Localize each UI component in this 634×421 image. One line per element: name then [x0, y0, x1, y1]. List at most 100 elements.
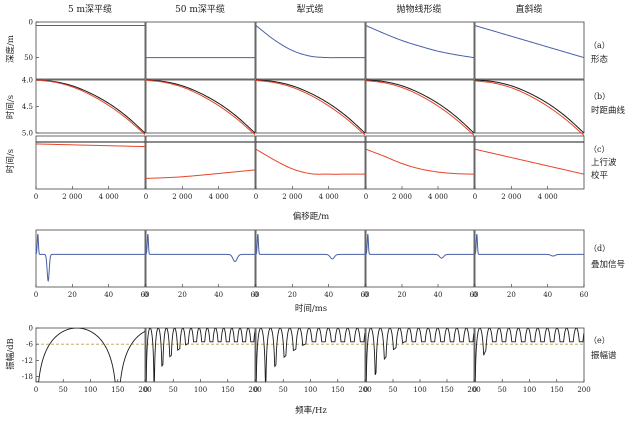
x-axis-labels: 偏移距/m 时间/ms 频率/Hz	[293, 211, 329, 416]
x-tick-label: 0	[144, 291, 148, 299]
row-c-name-1: 上行波	[591, 157, 617, 168]
amplitude-spectrum-4	[475, 328, 584, 382]
x-tick-label: 0	[144, 386, 148, 394]
ylabel-amplitude: 振幅/dB	[5, 338, 16, 370]
cable-shape-line-2	[255, 25, 365, 59]
amplitude-spectrum-3	[366, 328, 474, 382]
traveltime-black-0	[35, 79, 146, 134]
panel-frame-e-3	[365, 327, 475, 383]
panel-frame-d-3	[365, 229, 475, 288]
panel-frame-c-3	[365, 135, 475, 190]
x-tick-label: 4 000	[319, 193, 339, 201]
traveltime-red-1	[145, 79, 256, 136]
x-tick-label: 20	[68, 291, 77, 299]
x-tick-label: 60	[141, 291, 150, 299]
x-tick-label: 4 000	[209, 193, 229, 201]
x-tick-label: 4 000	[428, 193, 448, 201]
x-tick-label: 100	[84, 386, 97, 394]
x-tick-label: 0	[34, 386, 38, 394]
panel-frame-d-2	[255, 229, 366, 288]
row-d-stacked-signal: 0 20 40 600 20 40 600 20 40 600 20 40 600 20 40 60	[34, 229, 589, 299]
column-title-parabolic: 抛物线形缆	[396, 3, 441, 15]
xlabel-offset: 偏移距/m	[293, 211, 329, 222]
row-d-name: 叠加信号	[591, 259, 625, 270]
row-d-letter: （d）	[589, 244, 610, 253]
x-tick-label: 2 000	[282, 193, 302, 201]
x-tick-label: 50	[169, 386, 178, 394]
traveltime-black-1	[145, 79, 256, 134]
x-tick-label: 4 000	[538, 193, 558, 201]
column-title-slanted: 直斜缆	[515, 3, 542, 15]
panel-frame-e-1	[145, 327, 256, 383]
row-a-letter: （a）	[589, 41, 610, 50]
panel-frame-a-4	[474, 21, 585, 80]
cable-shape-line-4	[474, 25, 585, 59]
row-c-letter: （c）	[589, 145, 609, 154]
x-tick-label: 100	[304, 386, 317, 394]
cable-shape-line-3	[365, 25, 475, 59]
stacked-signal-0	[35, 233, 145, 283]
stacked-signal-4	[474, 233, 584, 257]
x-tick-label: 50	[498, 386, 507, 394]
panel-frame-b-2	[255, 79, 366, 134]
panel-frame-c-1	[145, 135, 256, 190]
row-annotations: （a） 形态 （b） 时距曲线 （c） 上行波 校平 （d） 叠加信号 （e） …	[589, 41, 626, 361]
panel-frame-d-4	[474, 229, 585, 288]
x-tick-label: 100	[413, 386, 426, 394]
panel-frame-b-1	[145, 79, 256, 134]
x-tick-label: 60	[580, 291, 589, 299]
panel-frame-d-0	[35, 229, 146, 288]
x-tick-label: 20	[398, 291, 407, 299]
flattened-red-4	[474, 148, 585, 175]
panel-frame-e-4	[474, 327, 585, 383]
x-tick-label: 100	[523, 386, 536, 394]
panel-frame-c-2	[255, 135, 366, 190]
traveltime-red-0	[35, 79, 146, 135]
x-tick-label: 0	[473, 386, 477, 394]
panel-frame-e-0	[35, 327, 146, 383]
row-c-flattened: 0 2 000 4 000 0 2 000 4 000 0 2 000 4 000 0 2 000 4…	[34, 135, 585, 201]
stacked-signal-3	[365, 233, 474, 259]
x-tick-label: 40	[104, 291, 113, 299]
row-c-name-2: 校平	[591, 170, 609, 181]
flattened-red-3	[365, 148, 475, 175]
flattened-red-0	[35, 143, 146, 148]
traveltime-red-4	[474, 80, 585, 136]
panel-frame-a-1	[145, 21, 256, 80]
y-tick-label: -12	[22, 357, 33, 365]
ylabel-time-c: 时间/s	[5, 149, 16, 173]
row-e-letter: （e）	[589, 336, 610, 345]
x-tick-label: 0	[364, 291, 368, 299]
stacked-signal-2	[255, 233, 365, 260]
row-b-traveltime: 4.0 4.5 5.0	[22, 77, 585, 138]
x-tick-label: 50	[279, 386, 288, 394]
x-tick-label: 0	[144, 193, 148, 201]
y-tick-label: 0	[29, 19, 33, 27]
x-tick-label: 150	[221, 386, 234, 394]
x-tick-label: 0	[254, 386, 258, 394]
x-tick-label: 40	[324, 291, 333, 299]
x-tick-label: 20	[507, 291, 516, 299]
x-tick-label: 2 000	[172, 193, 192, 201]
x-tick-label: 150	[111, 386, 124, 394]
row-b-name: 时距曲线	[591, 105, 626, 116]
flattened-red-1	[145, 169, 256, 179]
ylabel-depth: 深度/m	[5, 35, 16, 63]
x-tick-label: 0	[34, 193, 38, 201]
row-e-name: 振幅谱	[591, 350, 617, 361]
x-tick-label: 20	[178, 291, 187, 299]
panel-frame-b-4	[474, 79, 585, 134]
x-tick-label: 50	[59, 386, 68, 394]
x-tick-label: 150	[440, 386, 453, 394]
row-a-name: 形态	[591, 54, 609, 65]
traveltime-black-4	[474, 79, 585, 134]
y-tick-label: 4.5	[22, 103, 33, 111]
column-title-50m: 50 m深平缆	[175, 3, 225, 15]
column-titles: 5 m深平缆 50 m深平缆 犁式缆 抛物线形缆 直斜缆	[68, 3, 543, 15]
x-tick-label: 60	[251, 291, 260, 299]
x-tick-label: 0	[254, 291, 258, 299]
panel-frame-d-1	[145, 229, 256, 288]
panel-frame-c-0	[35, 135, 146, 190]
